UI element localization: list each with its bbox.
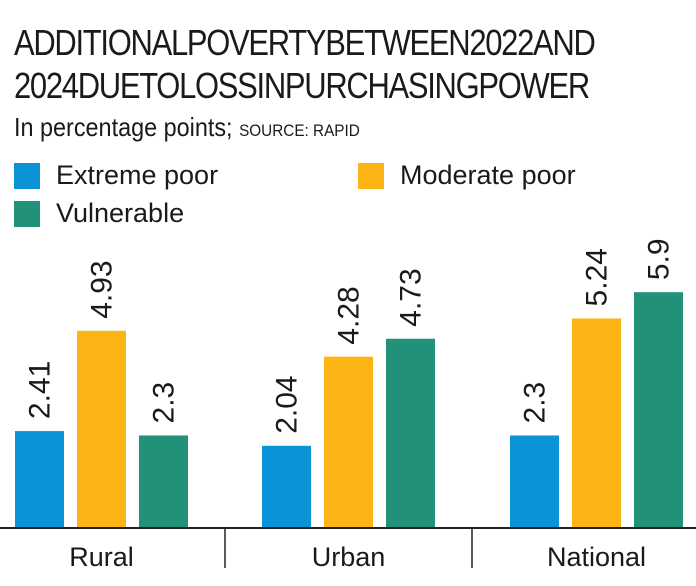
subtitle-text: In percentage points; [14,112,233,142]
legend-swatch [14,200,40,227]
bar [386,338,435,527]
data-label: 2.3 [148,382,181,424]
data-label: 2.04 [271,375,304,433]
legend-label: Moderate poor [400,160,576,190]
legend-label: Vulnerable [56,198,185,228]
data-label: 4.28 [333,286,366,344]
bar [634,292,683,527]
title-line-1: ADDITIONALPOVERTYBETWEEN2022AND [14,22,596,63]
data-label: 5.9 [643,238,676,280]
bar [572,318,621,527]
subtitle: In percentage points; SOURCE: RAPID [14,112,360,143]
bar [139,435,188,527]
bar [262,445,311,527]
bar [324,356,373,527]
data-label: 5.24 [581,248,614,306]
legend-swatch [358,162,384,189]
legend-swatch [14,162,40,189]
legend-moderate-poor: Moderate poor [358,160,576,191]
title-line-2: 2024DUETOLOSSINPURCHASINGPOWER [14,65,590,106]
bar [77,330,126,527]
legend-vulnerable: Vulnerable [14,198,184,229]
data-label: 2.41 [24,361,57,419]
data-label: 4.73 [395,268,428,326]
source: SOURCE: RAPID [239,121,360,140]
legend-extreme-poor: Extreme poor [14,160,218,191]
category-label: Rural [69,542,134,572]
legend-label: Extreme poor [56,160,219,190]
bar [510,435,559,527]
category-label: National [547,542,646,572]
bar [15,431,64,527]
data-label: 2.3 [519,382,552,424]
category-label: Urban [312,542,386,572]
data-label: 4.93 [86,260,119,318]
